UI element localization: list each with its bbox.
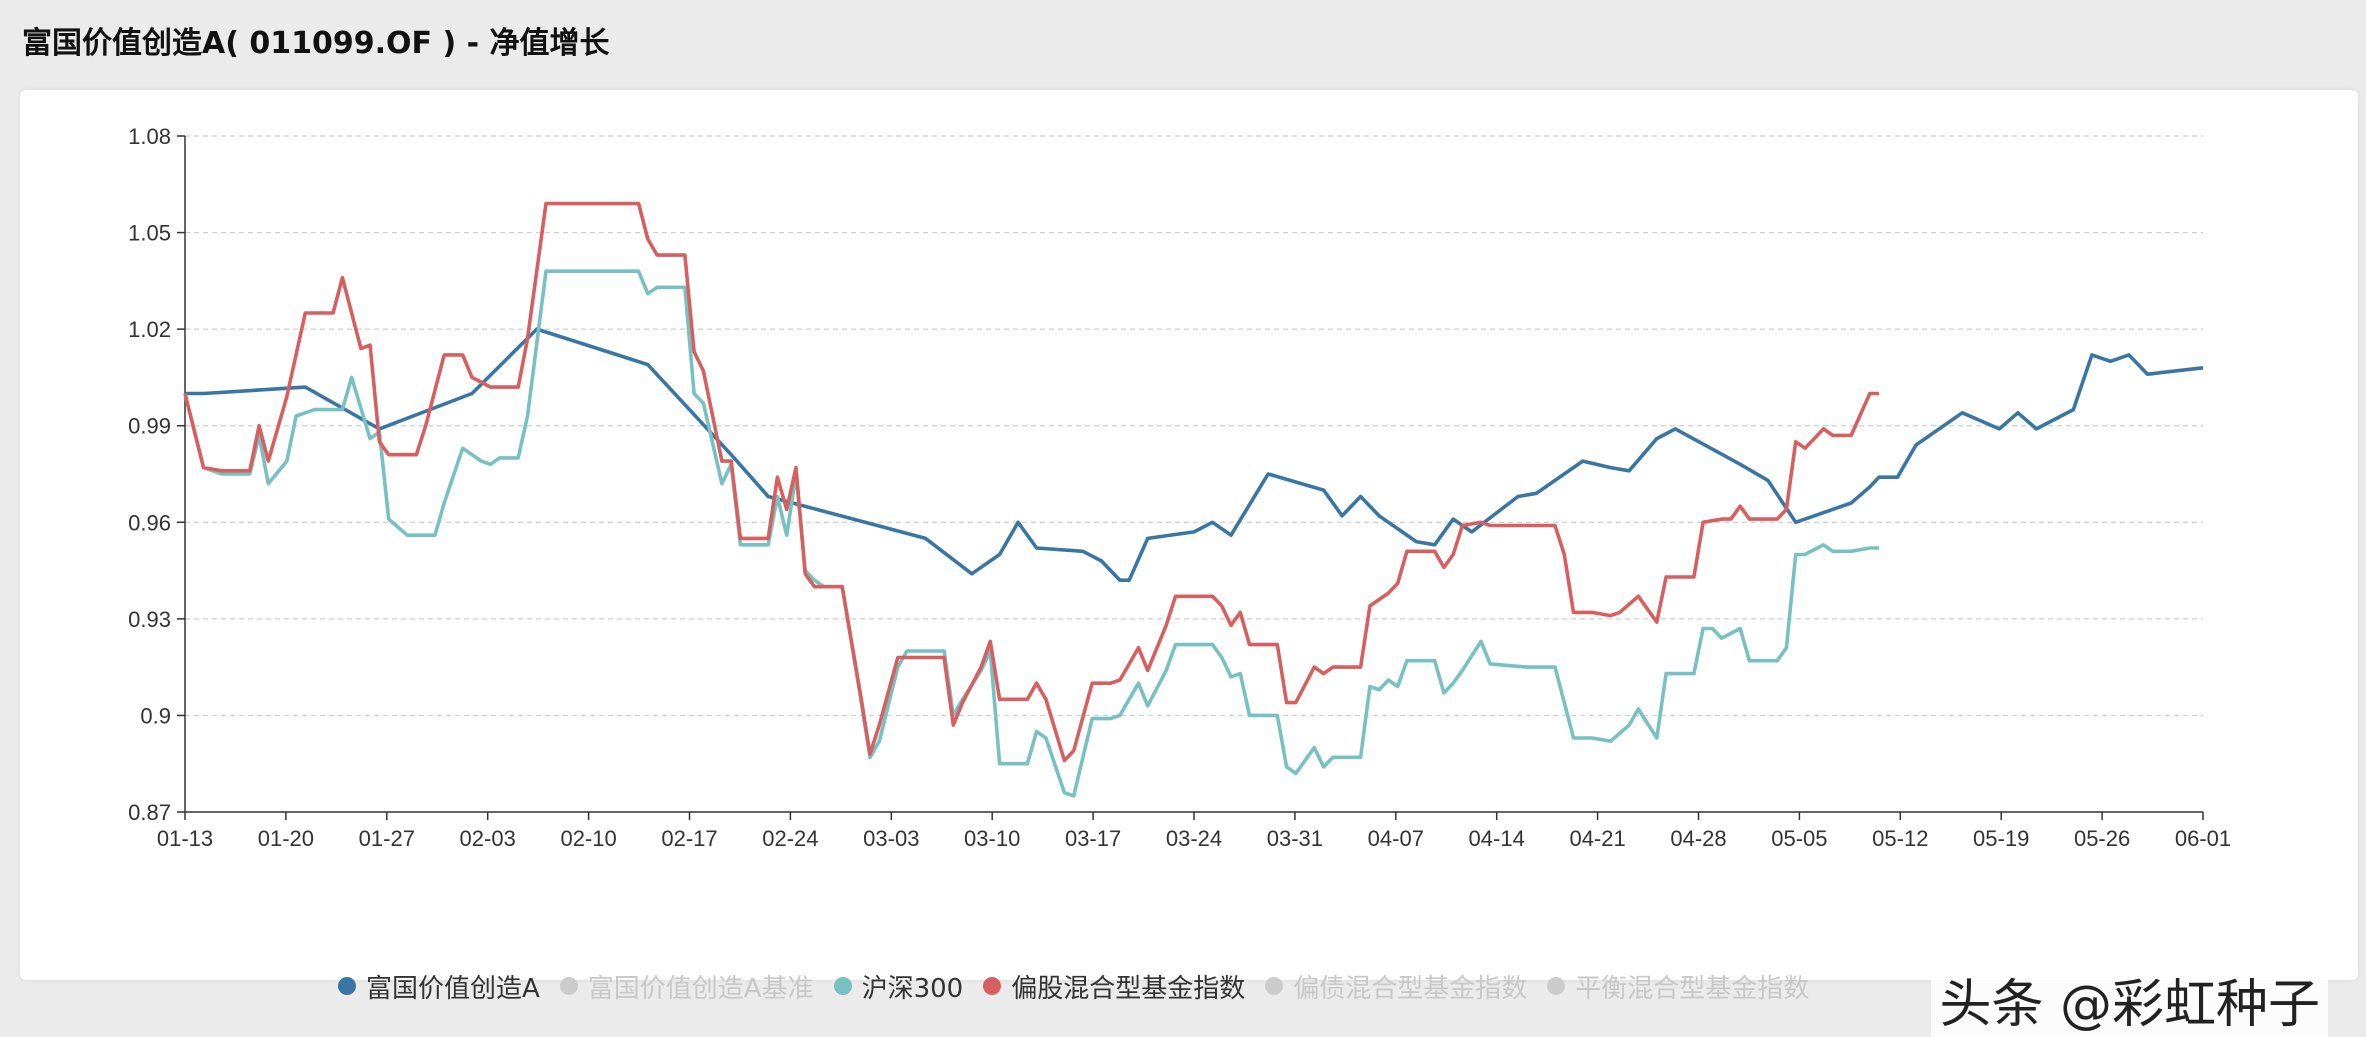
x-tick-label: 04-14 — [1469, 826, 1525, 851]
legend-marker-icon — [559, 977, 578, 995]
y-tick-label: 1.02 — [128, 317, 171, 342]
x-tick-label: 04-21 — [1569, 826, 1625, 851]
x-tick-label: 05-05 — [1771, 826, 1827, 851]
y-tick-label: 0.96 — [128, 510, 171, 535]
y-tick-label: 0.93 — [128, 607, 171, 632]
chart-legend: 富国价值创造A 富国价值创造A基准 沪深300 偏股混合型基金指数 偏债混合型基金指数 平… — [338, 966, 1829, 1006]
legend-marker-icon — [338, 977, 356, 995]
x-tick-label: 03-31 — [1267, 826, 1323, 851]
legend-label: 富国价值创造A — [366, 973, 540, 1004]
x-tick-label: 03-24 — [1166, 826, 1222, 851]
x-tick-label: 05-12 — [1872, 826, 1928, 851]
y-tick-label: 1.08 — [128, 124, 171, 149]
page-title: 富国价值创造A( 011099.OF ) - 净值增长 — [22, 26, 610, 61]
x-tick-label: 04-28 — [1670, 826, 1726, 851]
legend-label: 沪深300 — [861, 973, 964, 1004]
y-tick-label: 1.05 — [128, 221, 171, 246]
legend-marker-icon — [833, 977, 852, 995]
x-tick-label: 04-07 — [1368, 826, 1424, 851]
series-line — [185, 327, 2204, 582]
legend-label: 富国价值创造A基准 — [587, 973, 814, 1004]
x-tick-label: 02-10 — [560, 826, 616, 851]
legend-marker-icon — [1265, 977, 1284, 995]
legend-item[interactable]: 富国价值创造A — [338, 968, 540, 1005]
legend-item[interactable]: 沪深300 — [833, 968, 964, 1005]
x-tick-label: 05-19 — [1973, 826, 2029, 851]
legend-label: 平衡混合型基金指数 — [1575, 973, 1810, 1004]
x-tick-label: 01-20 — [258, 826, 314, 851]
y-tick-label: 0.87 — [128, 800, 171, 825]
x-tick-label: 03-17 — [1065, 826, 1121, 851]
y-tick-label: 0.99 — [128, 414, 171, 439]
x-tick-label: 05-26 — [2074, 826, 2130, 851]
series-line — [183, 269, 1879, 798]
x-tick-label: 02-24 — [762, 826, 818, 851]
legend-item[interactable]: 平衡混合型基金指数 — [1547, 968, 1809, 1005]
watermark-text: 头条 @彩虹种子 — [1931, 962, 2328, 1037]
legend-item[interactable]: 富国价值创造A基准 — [559, 968, 814, 1005]
x-tick-label: 02-03 — [460, 826, 516, 851]
x-tick-label: 03-03 — [863, 826, 919, 851]
x-tick-label: 01-13 — [157, 826, 213, 851]
legend-marker-icon — [983, 977, 1002, 995]
series-line — [183, 201, 1879, 763]
x-tick-label: 02-17 — [661, 826, 717, 851]
chart-card: 1.08 1.05 1.02 0.99 0.96 0.93 0.9 0.87 01-13 01-2… — [20, 90, 2358, 1037]
legend-marker-icon — [1547, 977, 1566, 995]
legend-item[interactable]: 偏债混合型基金指数 — [1265, 968, 1527, 1005]
legend-item[interactable]: 偏股混合型基金指数 — [983, 968, 1245, 1005]
y-tick-label: 0.9 — [140, 703, 171, 728]
x-tick-label: 01-27 — [359, 826, 415, 851]
page-header: 富国价值创造A( 011099.OF ) - 净值增长 — [0, 0, 2366, 84]
x-tick-label: 03-10 — [964, 826, 1020, 851]
legend-label: 偏债混合型基金指数 — [1293, 973, 1528, 1004]
legend-label: 偏股混合型基金指数 — [1011, 973, 1246, 1004]
x-tick-label: 06-01 — [2175, 826, 2231, 851]
